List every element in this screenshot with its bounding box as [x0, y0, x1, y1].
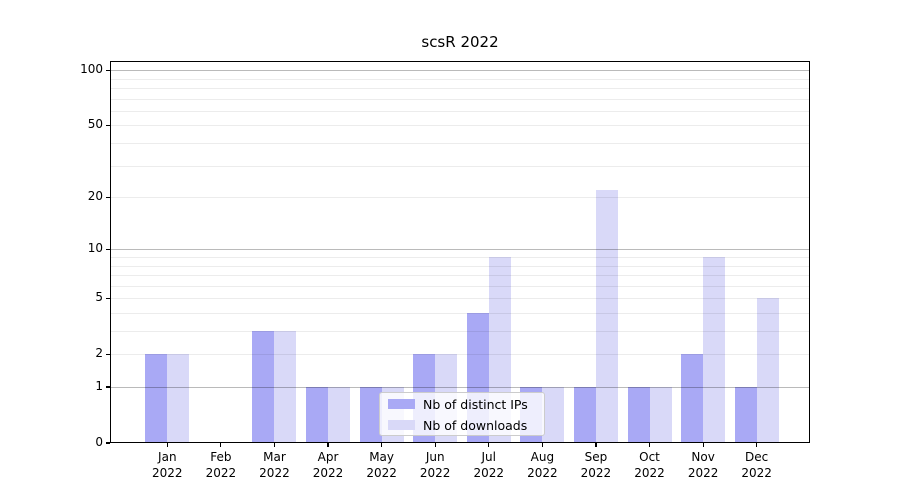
y-tick-label-1: 1 — [95, 379, 103, 394]
bar-downloads-8 — [595, 189, 618, 443]
x-tick-label-7: Aug 2022 — [527, 450, 558, 480]
y-tick-mark-1 — [106, 386, 110, 388]
gridline-minor-70 — [110, 98, 810, 100]
x-tick-mark-9 — [648, 443, 651, 447]
bar-distinct-ips-9 — [627, 387, 650, 443]
gridline-minor-30 — [110, 165, 810, 167]
gridline-minor-80 — [110, 88, 810, 90]
bar-downloads-7 — [542, 387, 565, 443]
y-tick-label-10: 10 — [87, 241, 103, 256]
bar-distinct-ips-3 — [306, 387, 329, 443]
y-tick-mark-100 — [106, 69, 110, 71]
x-tick-label-6: Jul 2022 — [473, 450, 505, 480]
x-tick-mark-3 — [327, 443, 329, 447]
x-tick-label-3: Apr 2022 — [312, 450, 344, 480]
legend-label-distinct-ips: Nb of distinct IPs — [423, 396, 528, 412]
chart-title: scsR 2022 — [421, 33, 499, 51]
x-tick-mark-5 — [434, 443, 436, 447]
x-tick-label-5: Jun 2022 — [419, 450, 451, 480]
x-tick-mark-2 — [273, 443, 276, 447]
bar-distinct-ips-2 — [252, 331, 275, 443]
y-tick-label-100: 100 — [80, 62, 103, 77]
x-tick-mark-8 — [595, 443, 597, 447]
legend-item-distinct-ips: Nb of distinct IPs — [388, 394, 544, 414]
x-tick-mark-7 — [541, 443, 543, 447]
x-tick-label-10: Nov 2022 — [687, 450, 719, 480]
x-tick-mark-11 — [756, 443, 758, 447]
x-tick-label-9: Oct 2022 — [634, 450, 665, 480]
y-tick-mark-10 — [106, 248, 110, 250]
x-tick-label-8: Sep 2022 — [580, 450, 612, 480]
bar-downloads-0 — [167, 354, 190, 443]
gridline-minor-90 — [110, 78, 810, 80]
gridline-minor-60 — [110, 111, 810, 113]
y-tick-mark-50 — [106, 124, 110, 127]
bar-distinct-ips-0 — [145, 354, 168, 443]
y-tick-label-0: 0 — [95, 435, 103, 449]
bar-downloads-3 — [328, 387, 351, 443]
bar-distinct-ips-8 — [573, 387, 596, 443]
x-tick-mark-4 — [381, 443, 383, 447]
x-tick-mark-10 — [702, 443, 704, 447]
x-tick-label-0: Jan 2022 — [152, 450, 183, 480]
x-tick-label-11: Dec 2022 — [741, 450, 772, 480]
legend-swatch-downloads — [388, 420, 415, 430]
x-tick-mark-6 — [488, 443, 490, 447]
bar-distinct-ips-4 — [359, 387, 382, 443]
x-tick-label-4: May 2022 — [366, 450, 397, 480]
gridline-major-100 — [110, 70, 810, 72]
legend: Nb of distinct IPs Nb of downloads — [379, 392, 545, 436]
bar-downloads-11 — [756, 298, 779, 443]
y-tick-mark-0 — [106, 442, 110, 444]
x-tick-label-1: Feb 2022 — [205, 450, 237, 480]
legend-label-downloads: Nb of downloads — [423, 417, 528, 433]
y-tick-label-2: 2 — [95, 346, 103, 361]
bar-distinct-ips-10 — [681, 354, 704, 443]
gridline-minor-50 — [110, 125, 810, 127]
bar-distinct-ips-11 — [734, 387, 757, 443]
y-tick-mark-2 — [106, 353, 110, 355]
x-tick-mark-1 — [220, 443, 222, 447]
y-tick-label-50: 50 — [87, 117, 103, 132]
gridline-minor-20 — [110, 197, 810, 199]
bar-downloads-9 — [649, 387, 672, 443]
bar-downloads-10 — [703, 257, 726, 443]
legend-swatch-distinct-ips — [388, 399, 415, 409]
legend-item-downloads: Nb of downloads — [388, 415, 544, 435]
y-tick-label-5: 5 — [95, 290, 103, 305]
gridline-major-10 — [110, 249, 810, 251]
x-tick-label-2: Mar 2022 — [259, 450, 290, 480]
y-tick-label-20: 20 — [87, 189, 103, 204]
gridline-minor-40 — [110, 143, 810, 145]
bar-downloads-2 — [274, 331, 297, 443]
x-tick-mark-0 — [166, 443, 168, 447]
y-tick-mark-20 — [106, 196, 110, 198]
y-tick-mark-5 — [106, 297, 110, 299]
